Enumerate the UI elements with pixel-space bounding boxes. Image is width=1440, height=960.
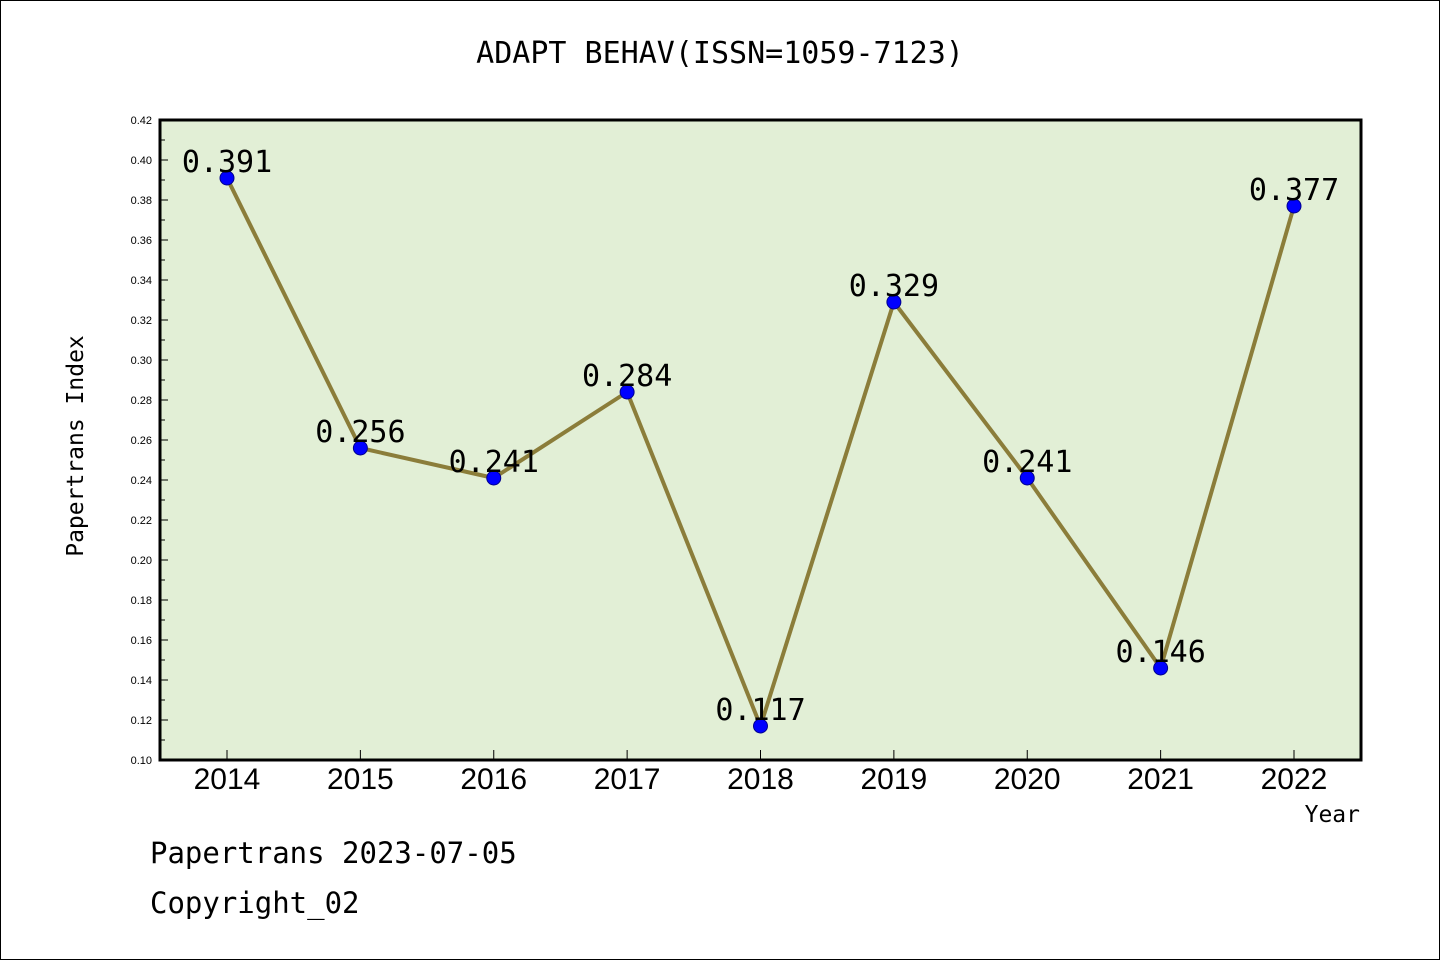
y-tick-label: 0.36 — [131, 235, 152, 247]
x-tick-label: 2022 — [1261, 763, 1328, 796]
y-tick-label: 0.14 — [131, 675, 152, 687]
x-tick-label: 2015 — [327, 763, 394, 796]
y-tick-label: 0.30 — [131, 355, 152, 367]
y-tick-label: 0.32 — [131, 315, 152, 327]
x-tick-label: 2016 — [460, 763, 527, 796]
data-point — [1153, 660, 1169, 676]
y-tick-label: 0.20 — [131, 555, 152, 567]
y-tick-label: 0.28 — [131, 395, 152, 407]
footer-copyright: Copyright_02 — [150, 886, 360, 920]
y-tick-label: 0.22 — [131, 515, 152, 527]
data-label: 0.256 — [315, 415, 405, 450]
data-point — [1286, 198, 1302, 214]
x-tick-label: 2020 — [994, 763, 1061, 796]
y-tick-label: 0.10 — [131, 755, 152, 767]
x-tick-label: 2021 — [1127, 763, 1194, 796]
data-point — [619, 384, 635, 400]
x-tick-label: 2018 — [727, 763, 794, 796]
y-tick-label: 0.16 — [131, 635, 152, 647]
data-point — [753, 718, 768, 734]
footer-date: Papertrans 2023-07-05 — [150, 836, 517, 870]
data-label: 0.241 — [982, 445, 1072, 480]
data-label: 0.241 — [449, 445, 539, 480]
x-tick-label: 2017 — [594, 763, 661, 796]
data-point — [352, 440, 368, 456]
y-tick-label: 0.40 — [131, 155, 152, 167]
data-label: 0.329 — [849, 269, 939, 304]
data-point — [219, 170, 235, 186]
data-label: 0.284 — [582, 359, 672, 394]
data-label: 0.391 — [182, 145, 272, 180]
y-tick-label: 0.26 — [131, 435, 152, 447]
chart-title: ADAPT BEHAV(ISSN=1059-7123) — [476, 36, 964, 71]
y-tick-label: 0.38 — [131, 195, 152, 207]
data-label: 0.146 — [1115, 635, 1205, 670]
data-label: 0.117 — [715, 693, 805, 728]
y-tick-label: 0.34 — [131, 275, 152, 287]
x-tick-label: 2014 — [194, 763, 261, 796]
y-tick-label: 0.12 — [131, 715, 152, 727]
plot-area — [158, 118, 1363, 762]
x-axis-label: Year — [1304, 802, 1360, 828]
y-tick-label: 0.42 — [131, 115, 152, 127]
data-point — [486, 470, 502, 486]
y-tick-label: 0.24 — [131, 475, 152, 487]
x-tick-label: 2019 — [861, 763, 928, 796]
data-point — [886, 294, 902, 310]
data-label: 0.377 — [1249, 173, 1339, 208]
y-tick-label: 0.18 — [131, 595, 152, 607]
data-point — [1019, 470, 1035, 486]
